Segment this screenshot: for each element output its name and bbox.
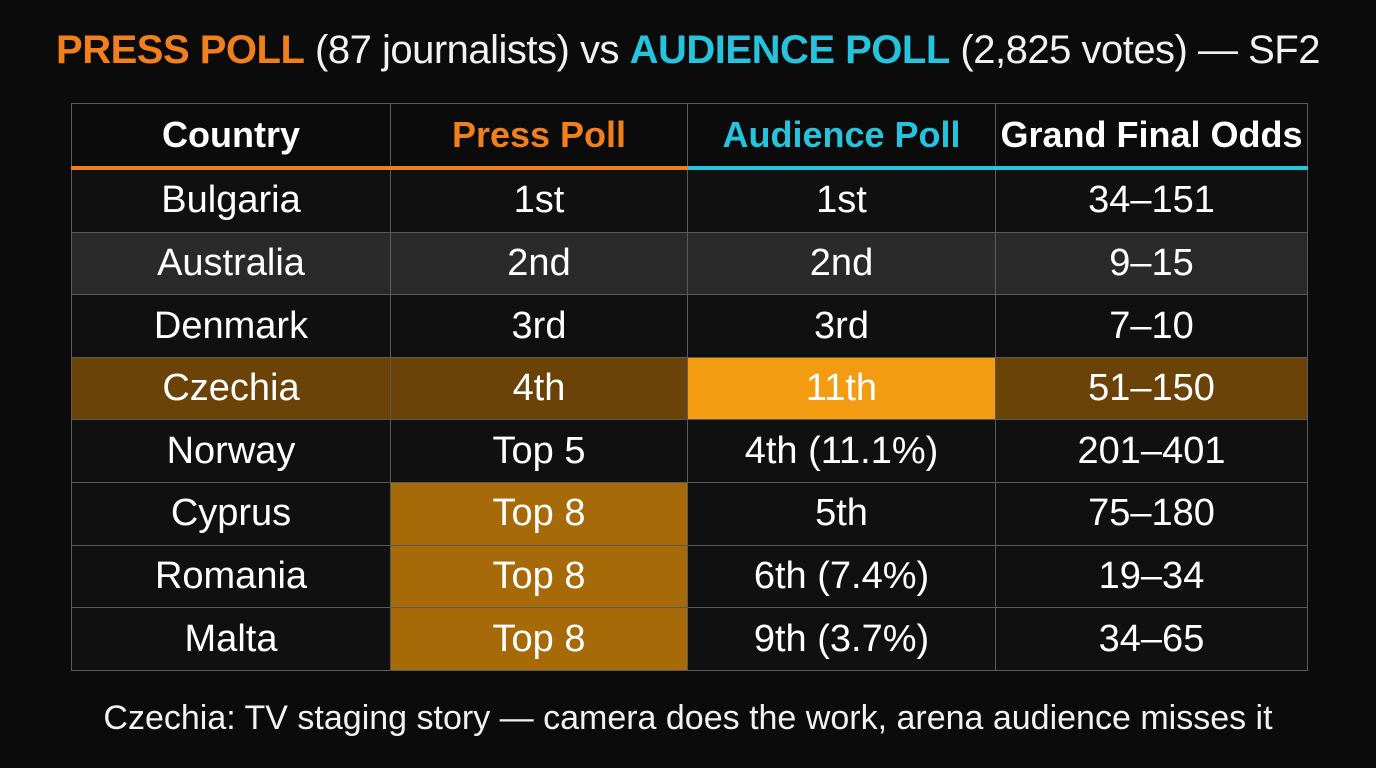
- cell-country: Romania: [71, 544, 391, 609]
- title-audience-label: AUDIENCE POLL: [629, 28, 951, 72]
- cell-country: Cyprus: [71, 482, 391, 546]
- table-row: Denmark 3rd 3rd 7–10: [71, 294, 1308, 358]
- table-header-row: Country Press Poll Audience Poll Grand F…: [71, 103, 1308, 170]
- table-body: Bulgaria 1st 1st 34–151 Australia 2nd 2nd 9–15 D…: [71, 167, 1308, 671]
- table-row: Czechia 4th 11th 51–150: [71, 356, 1308, 421]
- title-audience-detail: (2,825 votes) — SF2: [960, 28, 1320, 72]
- cell-audience-poll: 11th: [687, 356, 996, 421]
- table-row: Bulgaria 1st 1st 34–151: [71, 167, 1308, 233]
- cell-country: Czechia: [71, 356, 391, 421]
- cell-press-poll: 2nd: [390, 231, 688, 296]
- table-row: Australia 2nd 2nd 9–15: [71, 231, 1308, 296]
- cell-audience-poll: 2nd: [687, 231, 996, 296]
- cell-odds: 7–10: [995, 294, 1308, 358]
- table-row: Romania Top 8 6th (7.4%) 19–34: [71, 544, 1308, 609]
- cell-press-poll: 4th: [390, 356, 688, 421]
- header-country: Country: [71, 103, 391, 170]
- cell-odds: 201–401: [995, 419, 1308, 484]
- cell-audience-poll: 6th (7.4%): [687, 544, 996, 609]
- cell-audience-poll: 1st: [687, 167, 996, 233]
- cell-audience-poll: 4th (11.1%): [687, 419, 996, 484]
- chart-title: PRESS POLL (87 journalists) vs AUDIENCE …: [0, 28, 1376, 73]
- cell-audience-poll: 5th: [687, 482, 996, 546]
- header-grand-final-odds: Grand Final Odds: [995, 103, 1308, 170]
- title-press-detail: (87 journalists): [315, 28, 570, 72]
- cell-press-poll: Top 8: [390, 607, 688, 671]
- header-audience-poll: Audience Poll: [687, 103, 996, 170]
- cell-odds: 9–15: [995, 231, 1308, 296]
- table-row: Cyprus Top 8 5th 75–180: [71, 482, 1308, 546]
- cell-country: Denmark: [71, 294, 391, 358]
- cell-press-poll: 3rd: [390, 294, 688, 358]
- cell-press-poll: Top 8: [390, 482, 688, 546]
- cell-odds: 34–151: [995, 167, 1308, 233]
- cell-country: Norway: [71, 419, 391, 484]
- cell-press-poll: Top 5: [390, 419, 688, 484]
- table-row: Norway Top 5 4th (11.1%) 201–401: [71, 419, 1308, 484]
- cell-audience-poll: 9th (3.7%): [687, 607, 996, 671]
- footnote: Czechia: TV staging story — camera does …: [103, 699, 1273, 737]
- title-press-label: PRESS POLL: [56, 28, 305, 72]
- title-vs: vs: [579, 28, 620, 72]
- cell-country: Bulgaria: [71, 167, 391, 233]
- cell-country: Malta: [71, 607, 391, 671]
- cell-audience-poll: 3rd: [687, 294, 996, 358]
- header-press-poll: Press Poll: [390, 103, 688, 170]
- table-row: Malta Top 8 9th (3.7%) 34–65: [71, 607, 1308, 671]
- cell-odds: 19–34: [995, 544, 1308, 609]
- cell-press-poll: 1st: [390, 167, 688, 233]
- cell-country: Australia: [71, 231, 391, 296]
- cell-press-poll: Top 8: [390, 544, 688, 609]
- cell-odds: 51–150: [995, 356, 1308, 421]
- poll-table: Country Press Poll Audience Poll Grand F…: [71, 103, 1308, 671]
- cell-odds: 34–65: [995, 607, 1308, 671]
- cell-odds: 75–180: [995, 482, 1308, 546]
